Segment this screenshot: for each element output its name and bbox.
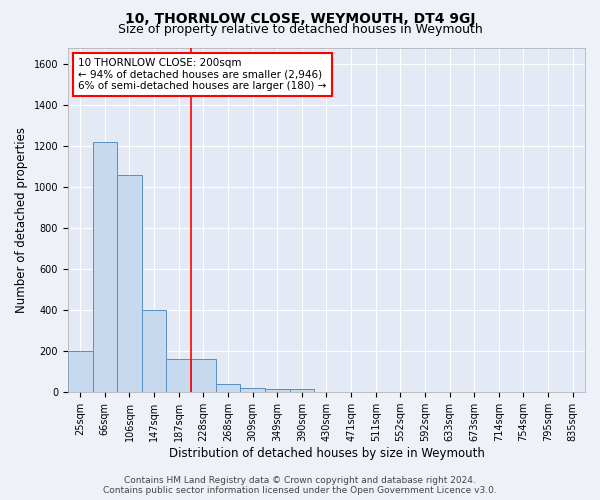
Text: Contains HM Land Registry data © Crown copyright and database right 2024.
Contai: Contains HM Land Registry data © Crown c… xyxy=(103,476,497,495)
Bar xyxy=(240,388,265,392)
Bar xyxy=(117,174,142,392)
Text: Size of property relative to detached houses in Weymouth: Size of property relative to detached ho… xyxy=(118,22,482,36)
Bar xyxy=(290,389,314,392)
Text: 10, THORNLOW CLOSE, WEYMOUTH, DT4 9GJ: 10, THORNLOW CLOSE, WEYMOUTH, DT4 9GJ xyxy=(125,12,475,26)
Bar xyxy=(191,360,215,392)
Bar xyxy=(265,389,290,392)
Bar xyxy=(166,360,191,392)
Y-axis label: Number of detached properties: Number of detached properties xyxy=(15,127,28,313)
Bar xyxy=(215,384,240,392)
Bar xyxy=(142,310,166,392)
Bar xyxy=(92,142,117,392)
Text: 10 THORNLOW CLOSE: 200sqm
← 94% of detached houses are smaller (2,946)
6% of sem: 10 THORNLOW CLOSE: 200sqm ← 94% of detac… xyxy=(78,58,326,91)
X-axis label: Distribution of detached houses by size in Weymouth: Distribution of detached houses by size … xyxy=(169,447,484,460)
Bar xyxy=(68,351,92,392)
